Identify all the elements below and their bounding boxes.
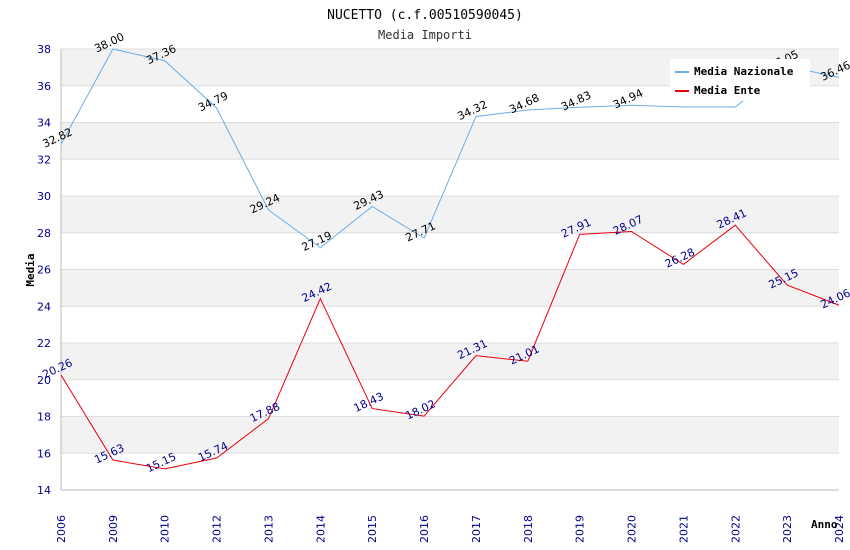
x-tick-label: 2014 (314, 515, 327, 543)
x-tick-label: 2017 (470, 515, 483, 543)
x-tick-label: 2016 (418, 515, 431, 543)
x-tick-label: 2018 (522, 515, 535, 543)
x-tick-label: 2020 (626, 515, 639, 543)
grid-band (61, 196, 839, 233)
x-tick-label: 2009 (107, 515, 120, 543)
y-tick-label: 34 (37, 117, 51, 130)
x-axis-label: Anno (811, 518, 838, 531)
grid-band (61, 306, 839, 343)
x-tick-label: 2019 (574, 515, 587, 543)
grid-band (61, 122, 839, 160)
y-tick-label: 28 (37, 227, 51, 240)
chart-title: NUCETTO (c.f.00510590045) (327, 8, 523, 23)
legend: Media Nazionale Media Ente (670, 59, 810, 101)
legend-label-media-nazionale: Media Nazionale (694, 65, 794, 78)
legend-label-media-ente: Media Ente (694, 84, 761, 97)
x-tick-label: 2024 (833, 515, 846, 543)
series-lines (60, 48, 840, 470)
y-tick-label: 36 (37, 80, 51, 93)
x-tick-label: 2015 (366, 515, 379, 543)
legend-box (670, 59, 810, 101)
x-tick-labels: 2006 2009 2010 2012 2013 2014 2015 2016 2017 2018… (55, 515, 846, 543)
x-tick-label: 2021 (677, 515, 690, 543)
grid-band (61, 416, 839, 454)
y-tick-label: 24 (37, 300, 51, 313)
y-tick-label: 26 (37, 264, 51, 277)
x-tick-label: 2013 (262, 515, 275, 543)
x-tick-label: 2006 (55, 515, 68, 543)
series-line-media-ente (60, 224, 840, 470)
y-tick-label: 18 (37, 411, 51, 424)
y-tick-label: 14 (37, 484, 51, 497)
x-tick-label: 2023 (781, 515, 794, 543)
y-tick-label: 30 (37, 190, 51, 203)
grid-band (61, 343, 839, 380)
y-tick-label: 16 (37, 447, 51, 460)
x-tick-label: 2010 (159, 515, 172, 543)
grid-band (61, 232, 839, 270)
y-tick-label: 32 (37, 153, 51, 166)
grid-band (61, 453, 839, 490)
x-tick-label: 2012 (211, 515, 224, 543)
axes (60, 49, 839, 491)
chart-subtitle: Media Importi (378, 28, 472, 42)
y-tick-label: 38 (37, 43, 51, 56)
y-tick-label: 20 (37, 374, 51, 387)
grid-bands (61, 49, 839, 490)
y-tick-labels: 14 16 18 20 22 24 26 28 30 32 34 36 38 (37, 43, 51, 497)
y-tick-label: 22 (37, 337, 51, 350)
y-axis-label: Media (24, 253, 37, 286)
grid-band (61, 269, 839, 307)
x-tick-label: 2022 (729, 515, 742, 543)
series-line-media-nazionale (60, 48, 840, 249)
